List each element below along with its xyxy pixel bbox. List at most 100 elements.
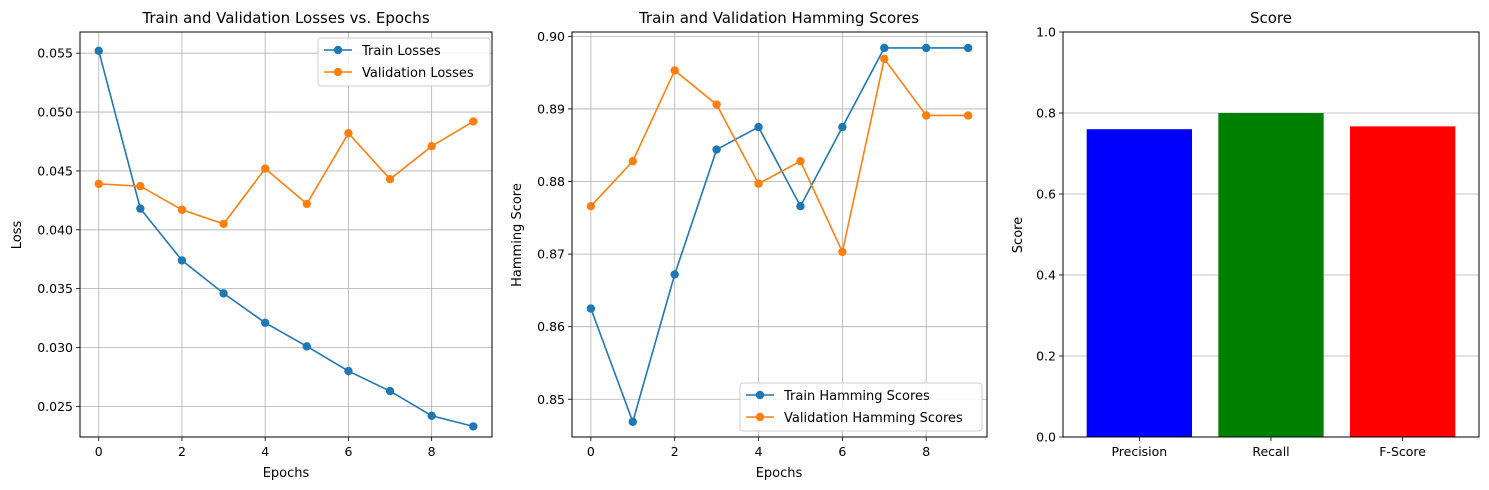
hamming-chart-ytick-label-3: 0.88	[537, 174, 565, 189]
loss-chart-ytick-label-2: 0.035	[37, 281, 73, 296]
hamming-chart-series-0-point-7	[880, 43, 889, 53]
hamming-chart-xtick-label-1: 2	[671, 444, 679, 459]
hamming-chart-series-0-point-4	[754, 122, 763, 132]
hamming-chart-series-1-point-6	[838, 247, 847, 257]
loss-chart-series-0-point-9	[469, 422, 478, 431]
loss-chart-xtick-label-0: 0	[95, 444, 103, 459]
loss-chart-ytick-label-3: 0.040	[37, 222, 73, 237]
loss-chart-series	[94, 46, 478, 431]
loss-chart-series-1-point-4	[260, 164, 270, 173]
score-chart-xtick-label-1: Recall	[1252, 444, 1289, 459]
hamming-chart-series-1-point-2	[670, 66, 679, 75]
score-chart-bar-0	[1086, 129, 1193, 437]
score-chart-ytick-label-4: 0.8	[1036, 106, 1056, 121]
hamming-chart-series	[586, 43, 973, 426]
loss-chart-series-0-point-8	[427, 411, 436, 421]
loss-chart-frame	[79, 31, 493, 438]
score-chart-bars	[1086, 113, 1456, 438]
loss-chart-series-0-line	[97, 50, 474, 428]
loss-chart-xtick-label-1: 2	[178, 444, 186, 459]
legend-validation-hamming-label: Validation Hamming Scores	[784, 411, 963, 426]
loss-chart-xtick-label-2: 4	[261, 444, 269, 459]
hamming-chart-xtick-label-0: 0	[587, 444, 595, 459]
hamming-chart-series-0-point-6	[838, 122, 847, 132]
score-chart-bar-1	[1218, 113, 1324, 437]
score-chart-ytick-label-5: 1.0	[1036, 25, 1056, 40]
loss-chart-grid	[80, 32, 492, 437]
loss-chart-series-1-point-0	[94, 179, 103, 189]
score-chart-frame	[1062, 31, 1480, 438]
loss-chart-series-0-point-0	[94, 46, 103, 56]
loss-chart-ytick-label-5: 0.050	[37, 105, 73, 120]
loss-chart-series-1-point-3	[219, 219, 228, 229]
hamming-chart-ytick-label-0: 0.85	[537, 392, 565, 407]
hamming-chart-series-0-point-8	[922, 43, 931, 53]
hamming-chart-grid	[572, 32, 987, 437]
hamming-chart-series-0-point-5	[796, 201, 805, 211]
legend-train-hamming-marker	[755, 390, 765, 400]
legend-validation-loss-marker	[333, 67, 343, 77]
hamming-chart-xtick-label-4: 8	[922, 444, 930, 459]
loss-chart-xlabel: Epochs	[263, 466, 310, 481]
hamming-chart-series-0-point-0	[586, 304, 596, 313]
score-chart-xtick-label-0: Precision	[1111, 444, 1167, 459]
legend-train-hamming-label: Train Hamming Scores	[783, 389, 930, 404]
hamming-chart-series-1-point-5	[796, 156, 805, 166]
legend-train-loss-label: Train Losses	[361, 44, 441, 59]
loss-chart-series-0-point-7	[385, 386, 395, 396]
hamming-chart-xticks: 0 2 4 6 8	[587, 437, 930, 459]
hamming-chart: Train and Validation Hamming Scores 0 2 4 6…	[510, 9, 988, 481]
hamming-chart-series-1-point-0	[586, 201, 596, 211]
loss-chart-series-0-point-2	[177, 256, 187, 265]
score-chart-xtick-label-2: F-Score	[1379, 444, 1426, 459]
loss-chart-series-1-point-6	[344, 129, 353, 138]
loss-chart-legend-box	[317, 37, 491, 87]
hamming-chart-xtick-label-3: 6	[838, 444, 846, 459]
hamming-chart-title: Train and Validation Hamming Scores	[638, 9, 919, 27]
score-chart-yticks: 0.0 0.2 0.4 0.6 0.8 1.0	[1036, 25, 1063, 445]
hamming-chart-frame	[571, 31, 988, 438]
loss-chart-series-0-point-1	[136, 204, 145, 213]
loss-chart-ytick-label-4: 0.045	[37, 163, 73, 178]
legend-validation-hamming-marker	[755, 412, 765, 422]
score-chart-ytick-label-2: 0.4	[1036, 268, 1056, 283]
hamming-chart-series-1-point-8	[922, 111, 931, 120]
loss-chart-ytick-label-6: 0.055	[37, 46, 73, 61]
loss-chart-series-1-point-8	[427, 142, 436, 151]
score-chart: Score Precision Recall F-Score 0.00.20.40.…	[1011, 9, 1480, 459]
hamming-chart-series-1-point-9	[963, 111, 973, 120]
loss-chart-series-0-point-3	[219, 289, 228, 298]
score-chart-ytick-label-1: 0.2	[1036, 349, 1056, 364]
loss-chart-series-1-point-7	[385, 174, 395, 184]
hamming-chart-series-1-point-7	[880, 54, 889, 64]
hamming-chart-series-1-point-3	[712, 100, 721, 109]
hamming-chart-yticks: 0.85 0.86 0.87 0.88 0.89 0.90	[537, 29, 572, 407]
hamming-chart-ylabel: Hamming Score	[510, 183, 525, 287]
loss-chart-yticks: 0.025 0.030 0.035 0.040 0.045 0.050 0.055	[37, 46, 80, 414]
legend-validation-loss-label: Validation Losses	[362, 66, 474, 81]
loss-chart: Train and Validation Losses vs. Epochs 0…	[10, 9, 493, 481]
hamming-chart-series-0-point-1	[628, 417, 637, 426]
score-chart-ytick-label-3: 0.6	[1036, 187, 1056, 202]
hamming-chart-xtick-label-2: 4	[755, 444, 763, 459]
loss-chart-ylabel: Loss	[10, 221, 25, 250]
loss-chart-ytick-label-0: 0.025	[37, 399, 73, 414]
hamming-chart-xlabel: Epochs	[756, 466, 803, 481]
hamming-chart-ytick-label-2: 0.87	[537, 247, 565, 262]
score-chart-title: Score	[1250, 9, 1292, 27]
loss-chart-series-0-point-6	[344, 366, 353, 376]
loss-chart-xtick-label-3: 6	[344, 444, 352, 459]
loss-chart-series-0-point-5	[302, 342, 312, 351]
loss-chart-title: Train and Validation Losses vs. Epochs	[141, 9, 429, 27]
loss-chart-series-0-point-4	[260, 318, 270, 327]
loss-chart-series-1-line	[98, 120, 474, 225]
loss-chart-ytick-label-1: 0.030	[37, 340, 73, 355]
legend-train-loss-marker	[333, 45, 343, 55]
hamming-chart-ytick-label-1: 0.86	[537, 319, 565, 334]
loss-chart-legend: Train Losses Validation Losses	[317, 37, 491, 87]
hamming-chart-series-0-point-9	[963, 43, 973, 53]
hamming-chart-series-0-point-3	[712, 145, 721, 154]
loss-chart-xtick-label-4: 8	[428, 444, 436, 459]
loss-chart-xticks: 0 2 4 6 8	[95, 437, 436, 459]
